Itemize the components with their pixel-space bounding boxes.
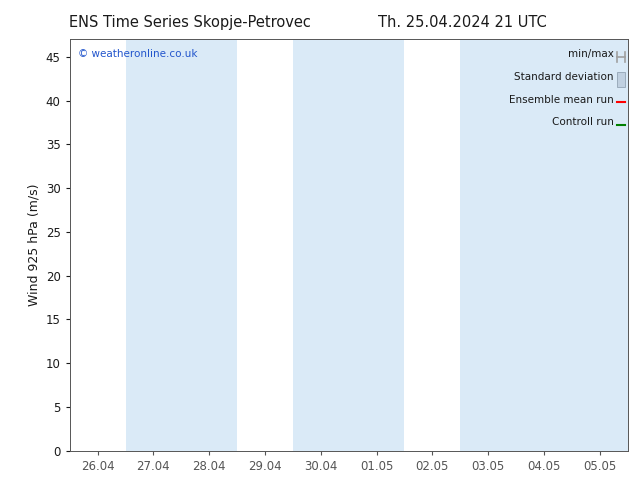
Text: Standard deviation: Standard deviation (514, 72, 614, 82)
Bar (572, 39, 628, 451)
Text: Ensemble mean run: Ensemble mean run (509, 95, 614, 105)
Text: min/max: min/max (568, 49, 614, 59)
Bar (600, 39, 628, 451)
Bar (293, 39, 349, 451)
FancyBboxPatch shape (616, 72, 625, 87)
Bar (516, 39, 572, 451)
Text: ENS Time Series Skopje-Petrovec: ENS Time Series Skopje-Petrovec (69, 15, 311, 30)
Bar (349, 39, 404, 451)
Y-axis label: Wind 925 hPa (m/s): Wind 925 hPa (m/s) (27, 184, 41, 306)
Text: © weatheronline.co.uk: © weatheronline.co.uk (78, 49, 198, 59)
Text: Th. 25.04.2024 21 UTC: Th. 25.04.2024 21 UTC (378, 15, 547, 30)
Bar (460, 39, 516, 451)
Bar (181, 39, 237, 451)
Bar (126, 39, 181, 451)
Text: Controll run: Controll run (552, 118, 614, 127)
